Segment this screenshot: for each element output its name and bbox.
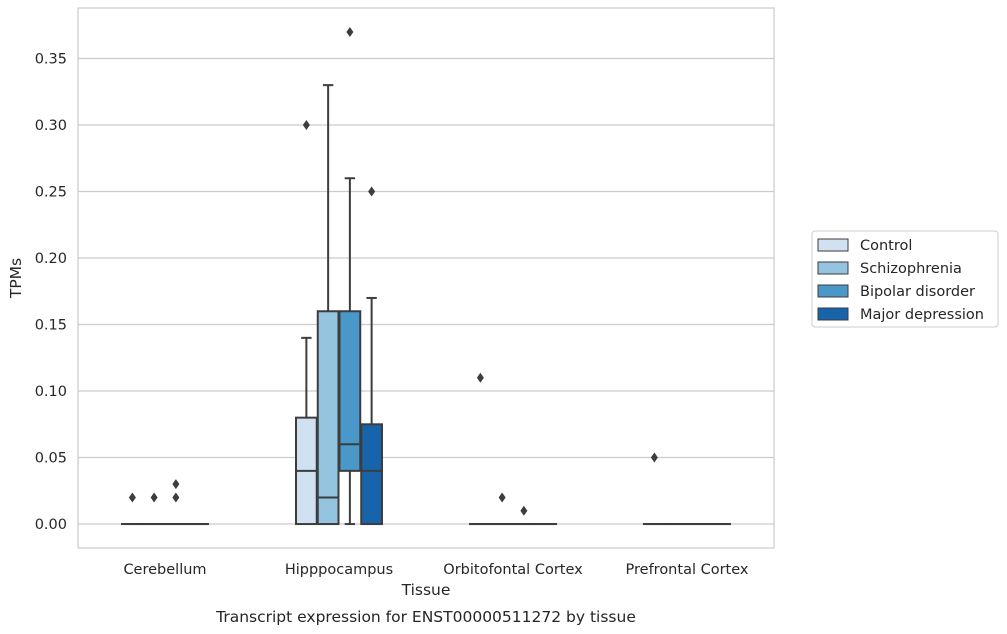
y-tick-labels: 0.00 0.05 0.10 0.15 0.20 0.25 0.30 0.35 xyxy=(35,52,67,534)
outlier-point xyxy=(368,186,376,197)
box-body xyxy=(360,423,383,526)
x-tick-label: Orbitofontal Cortex xyxy=(443,562,583,578)
outlier-point xyxy=(346,26,354,37)
legend-frame xyxy=(811,230,999,328)
outlier-point xyxy=(150,492,158,503)
y-tick-label: 0.15 xyxy=(35,318,67,334)
legend-swatch xyxy=(817,307,849,321)
outlier-point xyxy=(498,492,506,503)
y-tick-label: 0.25 xyxy=(35,185,67,201)
x-tick-label: Hipppocampus xyxy=(285,562,393,578)
plot-frame xyxy=(77,7,775,549)
grid-lines xyxy=(78,57,774,525)
box-series xyxy=(121,26,731,526)
outlier-point xyxy=(172,492,180,503)
box-body xyxy=(316,310,340,526)
legend-swatch xyxy=(817,238,849,252)
box-body xyxy=(338,310,362,472)
outlier-point xyxy=(476,372,484,383)
outlier-point xyxy=(172,479,180,490)
plot-background xyxy=(78,8,774,548)
box-group xyxy=(338,26,362,526)
legend-label: Major depression xyxy=(860,307,984,323)
outlier-point xyxy=(650,452,658,463)
legend: Control Schizophrenia Bipolar disorder Majo… xyxy=(811,230,999,328)
y-tick-label: 0.05 xyxy=(35,451,67,467)
outlier-point xyxy=(128,492,136,503)
y-tick-label: 0.00 xyxy=(35,517,67,533)
y-tick-label: 0.30 xyxy=(35,118,67,134)
x-tick-label: Prefrontal Cortex xyxy=(626,562,749,578)
legend-swatch xyxy=(817,284,849,298)
outlier-point xyxy=(520,505,528,516)
chart-caption: Transcript expression for ENST0000051127… xyxy=(215,608,636,626)
box-group xyxy=(164,479,188,526)
y-tick-label: 0.35 xyxy=(35,52,67,68)
x-tick-label: Cerebellum xyxy=(123,562,206,578)
legend-entries: Control Schizophrenia Bipolar disorder Majo… xyxy=(817,238,984,323)
y-tick-label: 0.20 xyxy=(35,251,67,267)
legend-label: Schizophrenia xyxy=(860,261,962,277)
box-group xyxy=(360,186,383,526)
legend-swatch xyxy=(817,261,849,275)
legend-label: Control xyxy=(860,238,912,254)
y-tick-label: 0.10 xyxy=(35,384,67,400)
outlier-point xyxy=(302,120,310,131)
y-axis-label: TPMs xyxy=(7,258,25,299)
x-axis-label: Tissue xyxy=(401,581,451,599)
legend-label: Bipolar disorder xyxy=(860,284,975,300)
x-tick-labels: Cerebellum Hipppocampus Orbitofontal Corte… xyxy=(123,562,748,578)
